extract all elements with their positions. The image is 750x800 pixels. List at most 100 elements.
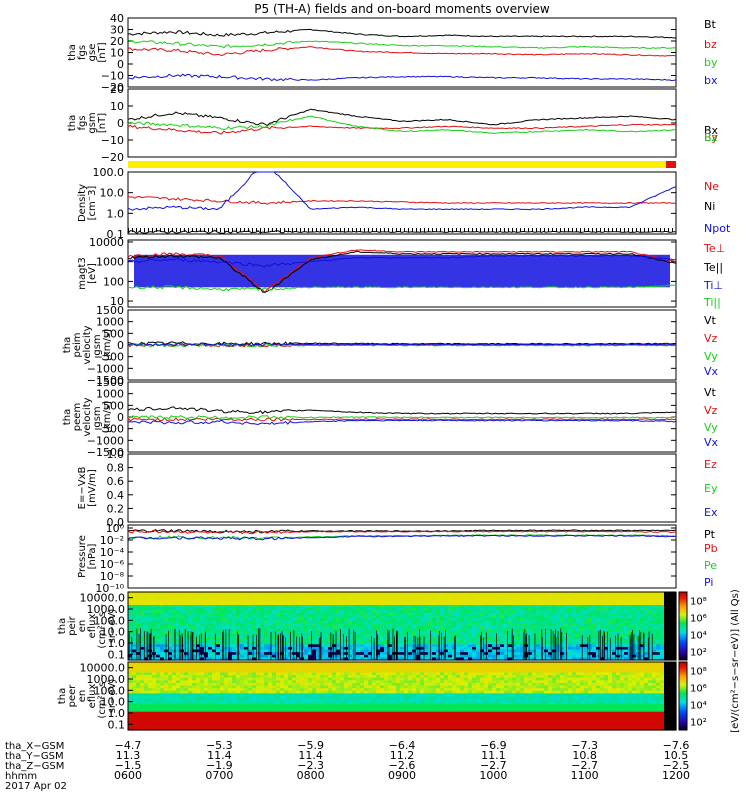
spectrogram-cell — [656, 633, 661, 638]
spectrogram-cell — [368, 631, 373, 635]
spectrogram-cell — [640, 633, 645, 638]
spectrogram-cell — [472, 646, 477, 651]
spectrogram-cell — [668, 646, 673, 651]
spectrogram-cell — [344, 633, 349, 638]
spectrogram-cell — [548, 602, 553, 606]
spectrogram-cell — [536, 652, 541, 656]
spectrogram-cell — [516, 605, 521, 609]
spectrogram-cell — [216, 597, 221, 601]
spectrogram-cell — [128, 716, 133, 721]
spectrogram-cell — [252, 620, 257, 624]
spectrogram-cell — [420, 633, 425, 638]
spectrogram-cell — [172, 722, 177, 726]
spectrogram-cell — [196, 641, 201, 645]
spectrogram-cell — [492, 636, 497, 640]
spectrogram-cell — [644, 605, 649, 609]
spectrogram-cell — [184, 620, 189, 624]
spectrogram-cell — [264, 628, 269, 632]
spectrogram-cell — [188, 639, 193, 643]
spectrogram-cell — [516, 618, 521, 622]
spectrogram-cell — [264, 667, 269, 671]
spectrogram-cell — [528, 628, 533, 632]
spectrogram-cell — [168, 639, 173, 643]
spectrogram-cell — [600, 597, 605, 601]
spectrogram-cell — [168, 615, 173, 619]
spectrogram-cell — [356, 641, 361, 645]
spectrogram-cell — [128, 724, 133, 728]
spectrogram-cell — [144, 672, 149, 676]
spectrogram-cell — [444, 612, 449, 617]
spectrogram-cell — [332, 633, 337, 638]
spectrogram-cell — [536, 605, 541, 609]
spectrogram-cell — [260, 605, 265, 609]
spectrogram-cell — [244, 620, 249, 624]
spectrogram-cell — [408, 610, 413, 614]
spectrogram-cell — [152, 682, 157, 687]
spectrogram-cell — [472, 592, 477, 596]
spectrogram-cell — [204, 649, 209, 653]
spectrogram-cell — [448, 639, 453, 643]
spectrogram-cell — [212, 597, 217, 601]
spectrogram-cell — [588, 636, 593, 640]
spectrogram-cell — [504, 657, 509, 661]
spectrogram-cell — [368, 646, 373, 651]
spectrogram-cell — [496, 592, 501, 596]
spectrogram-cell — [268, 631, 273, 635]
spectrogram-cell — [484, 592, 489, 596]
spectrogram-cell — [560, 639, 565, 643]
spectrogram-cell — [240, 669, 245, 674]
spectrogram-cell — [384, 626, 389, 630]
spectrogram-cell — [516, 654, 521, 658]
spectrogram-cell — [232, 639, 237, 643]
spectrogram-cell — [464, 610, 469, 614]
spectrogram-cell — [156, 693, 161, 697]
series-line-Ti|| — [127, 284, 677, 292]
spectrogram-cell — [312, 649, 317, 653]
spectrogram-cell — [212, 646, 217, 651]
spectrogram-cell — [528, 597, 533, 601]
spectrogram-cell — [168, 696, 173, 700]
spectrogram-cell — [200, 612, 205, 617]
spectrogram-cell — [604, 626, 609, 630]
spectrogram-cell — [504, 599, 509, 604]
spectrogram-cell — [528, 602, 533, 606]
spectrogram-cell — [540, 626, 545, 630]
spectrogram-cell — [164, 722, 169, 726]
spectrogram-cell — [220, 719, 225, 723]
spectrogram-cell — [216, 607, 221, 611]
spectrogram-cell — [528, 599, 533, 604]
spectrogram-cell — [240, 620, 245, 624]
spectrogram-cell — [384, 597, 389, 601]
spectrogram-cell — [440, 610, 445, 614]
spectrogram-cell — [264, 633, 269, 638]
spectrogram-cell — [172, 669, 177, 674]
spectrogram-cell — [548, 633, 553, 638]
spectrogram-cell — [528, 594, 533, 598]
spectrogram-cell — [280, 693, 285, 697]
spectrogram-cell — [528, 646, 533, 651]
spectrogram-cell — [224, 652, 229, 656]
spectrogram-cell — [460, 657, 465, 661]
spectrogram-cell — [460, 641, 465, 645]
spectrogram-cell — [176, 607, 181, 611]
spectrogram-cell — [224, 594, 229, 598]
spectrogram-cell — [184, 649, 189, 653]
spectrogram-cell — [592, 594, 597, 598]
spectrogram-cell — [252, 714, 257, 718]
spectrogram-cell — [528, 641, 533, 645]
spectrogram-cell — [232, 727, 237, 731]
spectrogram-cell — [632, 599, 637, 604]
spectrogram-cell — [232, 646, 237, 651]
spectrogram-cell — [208, 677, 213, 681]
spectrogram-cell — [284, 639, 289, 643]
spectrogram-cell — [220, 605, 225, 609]
spectrogram-cell — [176, 618, 181, 622]
spectrogram-cell — [208, 646, 213, 651]
spectrogram-cell — [648, 657, 653, 661]
spectrogram-cell — [268, 615, 273, 619]
spectrogram-cell — [572, 605, 577, 609]
spectrogram-cell — [660, 620, 665, 624]
spectrogram-cell — [292, 592, 297, 596]
spectrogram-cell — [464, 623, 469, 627]
spectrogram-cell — [456, 623, 461, 627]
